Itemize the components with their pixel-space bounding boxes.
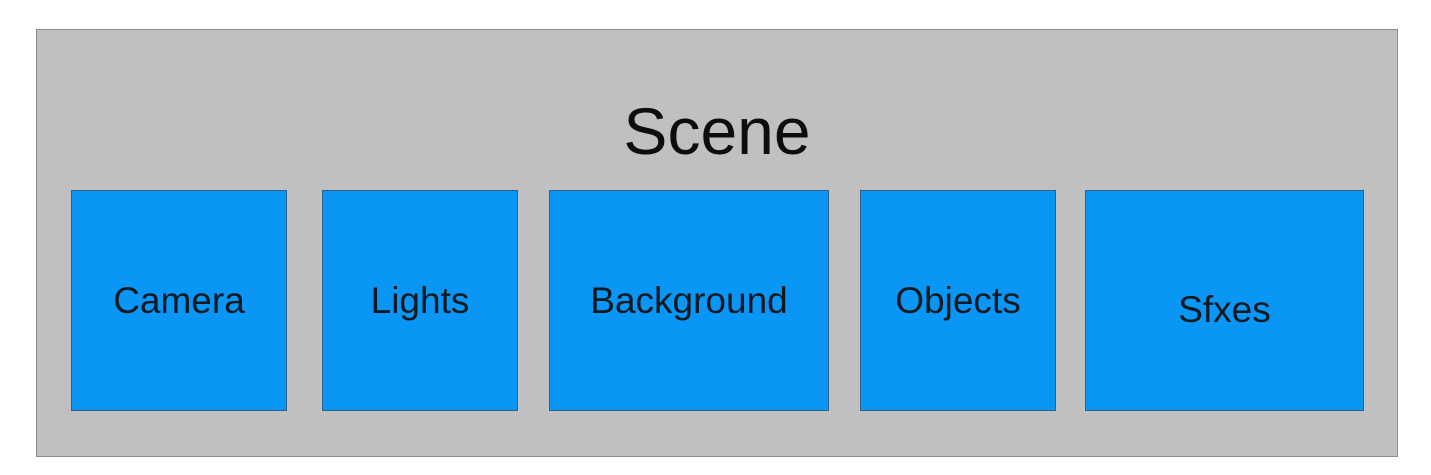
background-box: Background (549, 190, 829, 411)
sfxes-label: Sfxes (1178, 288, 1271, 330)
objects-box: Objects (860, 190, 1056, 411)
camera-label: Camera (113, 279, 245, 321)
background-label: Background (590, 279, 788, 321)
objects-label: Objects (895, 279, 1021, 321)
lights-label: Lights (370, 279, 470, 321)
scene-title: Scene (623, 94, 811, 168)
lights-box: Lights (322, 190, 518, 411)
camera-box: Camera (71, 190, 287, 411)
sfxes-box: Sfxes (1085, 190, 1364, 411)
